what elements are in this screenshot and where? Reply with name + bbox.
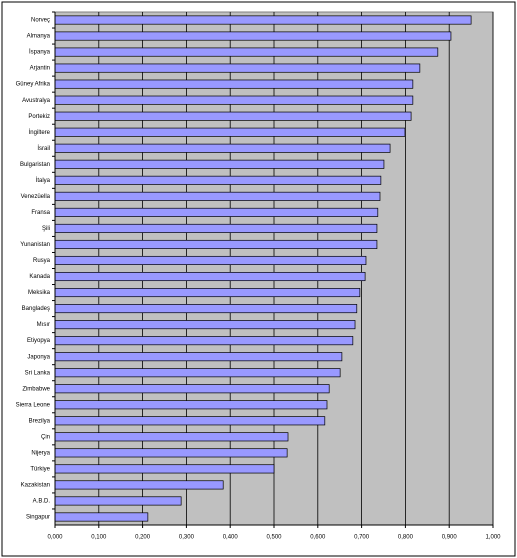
x-tick-label: 0,000 — [47, 535, 63, 541]
bar — [54, 47, 439, 57]
y-tick-label: İngiltere — [29, 129, 51, 136]
y-tick-label: Şili — [42, 226, 50, 232]
x-tick-label: 1,000 — [485, 535, 501, 541]
bar — [54, 448, 288, 458]
x-tick-label: 0,600 — [310, 535, 326, 541]
bar — [54, 207, 379, 217]
bar — [54, 223, 378, 233]
y-tick-label: Yunanistan — [20, 242, 50, 248]
bar — [54, 127, 406, 137]
bar — [54, 175, 382, 185]
bar — [54, 480, 224, 490]
bar — [54, 368, 341, 378]
bar — [54, 384, 330, 394]
x-tick-label: 0,900 — [442, 535, 458, 541]
x-tick-label: 0,100 — [91, 535, 107, 541]
y-tick-label: Kanada — [29, 274, 50, 280]
y-tick-label: Bulgaristan — [20, 162, 50, 168]
y-tick-label: Çin — [41, 434, 50, 440]
y-tick-label: Fransa — [31, 210, 50, 216]
y-tick-label: Japonya — [27, 354, 50, 360]
y-tick-label: İsrail — [37, 145, 50, 152]
bar — [54, 191, 381, 201]
x-tick-label: 0,800 — [398, 535, 414, 541]
y-tick-label: Bangladeş — [22, 306, 50, 312]
x-tick-label: 0,200 — [135, 535, 151, 541]
bar — [54, 15, 472, 25]
y-tick-label: Meksika — [28, 290, 51, 296]
y-tick-label: Sierra Leone — [16, 402, 51, 408]
bar — [54, 159, 385, 169]
y-tick-label: Norveç — [31, 18, 50, 24]
bar — [54, 352, 343, 362]
y-tick-label: Singapur — [26, 515, 50, 521]
y-tick-label: Zimbabwe — [22, 386, 50, 392]
y-tick-label: Etiyopya — [27, 338, 51, 344]
y-tick-label: Rusya — [33, 258, 51, 264]
bar — [54, 63, 421, 73]
bar — [54, 432, 289, 442]
bar — [54, 336, 354, 346]
y-tick-label: Almanya — [27, 34, 51, 40]
bar — [54, 464, 275, 474]
y-tick-label: Venezüella — [21, 194, 51, 200]
y-tick-label: Arjantin — [30, 66, 50, 72]
y-tick-label: Avustralya — [22, 98, 51, 104]
y-tick-label: Kazakistan — [21, 483, 50, 489]
bar — [54, 111, 412, 121]
bar — [54, 288, 361, 298]
y-tick-label: İtalya — [36, 177, 51, 184]
y-tick-label: İspanya — [29, 49, 51, 56]
y-tick-label: Sri Lanka — [25, 370, 51, 376]
bar — [54, 512, 149, 522]
bar — [54, 255, 367, 266]
bar — [54, 271, 366, 282]
x-tick-label: 0,300 — [179, 535, 195, 541]
y-tick-label: Güney Afrika — [16, 82, 51, 88]
bar — [54, 95, 414, 105]
y-tick-label: Portekiz — [28, 114, 50, 120]
bar — [54, 320, 356, 330]
bar — [54, 400, 328, 410]
x-tick-label: 0,400 — [223, 535, 239, 541]
x-tick-label: 0,700 — [354, 535, 370, 541]
y-tick-label: Türkiye — [30, 466, 50, 472]
bar — [54, 416, 326, 426]
bar — [54, 304, 358, 314]
y-tick-label: Brezilya — [29, 418, 51, 424]
y-tick-label: A.B.D. — [33, 499, 51, 505]
bar — [54, 496, 182, 506]
bar — [54, 239, 378, 249]
y-tick-label: Mısır — [37, 322, 50, 328]
bar — [54, 143, 391, 153]
x-tick-label: 0,500 — [266, 535, 282, 541]
bar — [54, 79, 414, 89]
bar — [54, 31, 452, 41]
y-tick-label: Nijerya — [31, 450, 50, 456]
